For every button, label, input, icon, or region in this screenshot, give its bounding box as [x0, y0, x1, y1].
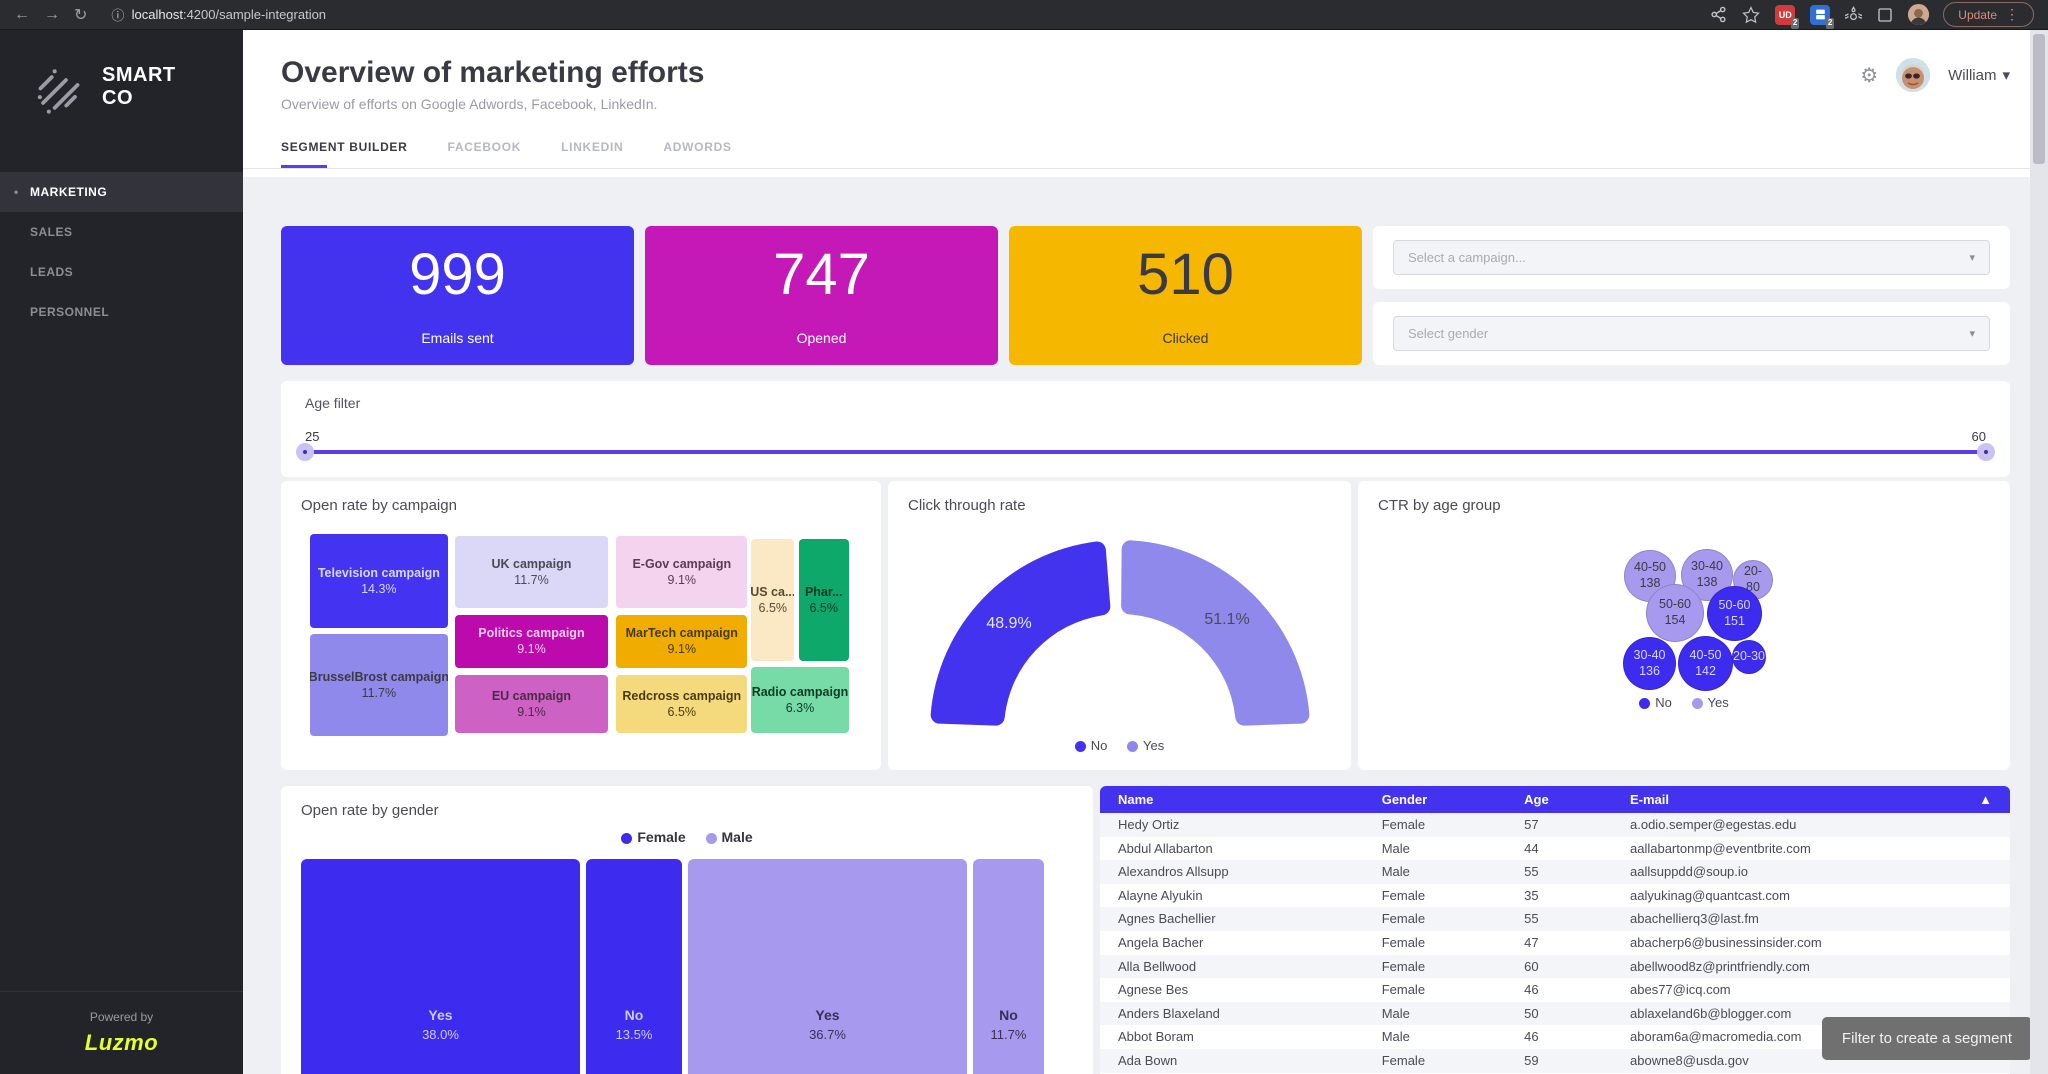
- svg-text:51.1%: 51.1%: [1204, 611, 1249, 628]
- svg-text:48.9%: 48.9%: [986, 615, 1031, 632]
